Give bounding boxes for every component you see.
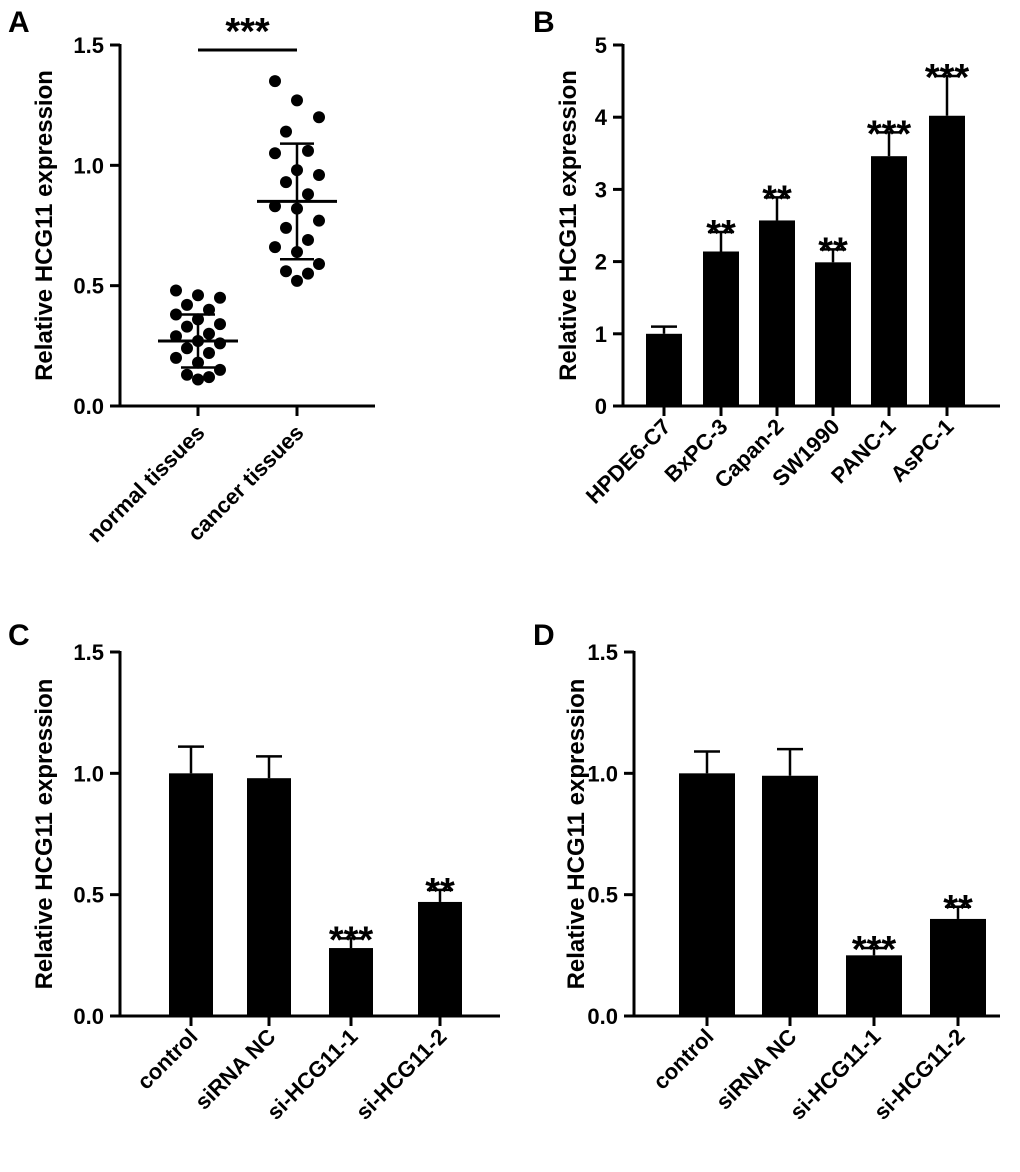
bar bbox=[679, 773, 735, 1016]
data-point bbox=[302, 233, 314, 246]
data-point bbox=[214, 363, 226, 376]
x-tick-label: control bbox=[132, 1024, 202, 1094]
significance-marker: *** bbox=[852, 929, 897, 971]
y-tick-label: 2 bbox=[595, 250, 607, 275]
x-tick-label: siRNA NC bbox=[711, 1024, 802, 1115]
panel-D: D 0.0 0.5 1.0 1.5 Relative HCG11 expression co… bbox=[533, 619, 1000, 1125]
data-point bbox=[302, 144, 314, 157]
data-point bbox=[214, 337, 226, 350]
panel-C: C 0.0 0.5 1.0 1.5 Relative HCG11 expression co… bbox=[8, 619, 500, 1125]
bar bbox=[815, 262, 851, 406]
data-point bbox=[280, 125, 292, 138]
y-tick-label: 1.0 bbox=[587, 761, 618, 786]
y-tick-label: 1.5 bbox=[587, 640, 618, 665]
data-point bbox=[203, 371, 215, 384]
y-axis-title: Relative HCG11 expression bbox=[555, 70, 582, 381]
data-point bbox=[269, 200, 281, 213]
significance-marker: ** bbox=[943, 888, 973, 930]
bar bbox=[247, 778, 291, 1016]
data-point bbox=[280, 265, 292, 278]
bar bbox=[929, 115, 965, 407]
y-tick-label: 3 bbox=[595, 177, 607, 202]
data-point bbox=[313, 258, 325, 271]
panel-letter: C bbox=[8, 619, 30, 652]
data-point bbox=[302, 188, 314, 201]
bar bbox=[329, 948, 373, 1016]
data-point bbox=[214, 318, 226, 331]
x-tick-label: AsPC-1 bbox=[886, 414, 959, 487]
data-point bbox=[170, 284, 182, 297]
panel-letter: D bbox=[533, 619, 555, 652]
data-point bbox=[170, 308, 182, 321]
data-point bbox=[192, 289, 204, 302]
y-axis-title: Relative HCG11 expression bbox=[31, 679, 58, 990]
y-tick-label: 4 bbox=[595, 105, 608, 130]
data-point bbox=[181, 320, 193, 333]
y-tick-label: 0.5 bbox=[73, 883, 104, 908]
y-tick-label: 0.0 bbox=[587, 1004, 618, 1029]
data-point bbox=[203, 347, 215, 360]
significance-marker: *** bbox=[329, 919, 374, 961]
x-tick-label: control bbox=[648, 1024, 718, 1094]
bar bbox=[169, 773, 213, 1016]
data-point bbox=[203, 327, 215, 340]
data-point bbox=[313, 111, 325, 124]
data-point bbox=[269, 147, 281, 160]
data-point bbox=[302, 267, 314, 280]
significance-marker: ** bbox=[762, 178, 792, 220]
bar bbox=[646, 333, 682, 406]
y-tick-label: 1.0 bbox=[73, 153, 104, 178]
bar bbox=[418, 901, 462, 1016]
bar bbox=[871, 156, 907, 406]
data-point bbox=[280, 176, 292, 189]
data-point bbox=[192, 373, 204, 386]
bar bbox=[703, 251, 739, 406]
data-point bbox=[214, 291, 226, 304]
data-point bbox=[203, 303, 215, 316]
significance-marker: *** bbox=[925, 57, 970, 99]
y-tick-label: 5 bbox=[595, 33, 607, 58]
data-point bbox=[291, 274, 303, 287]
significance-marker: ** bbox=[706, 213, 736, 255]
y-axis-title: Relative HCG11 expression bbox=[31, 70, 58, 381]
significance-marker: ** bbox=[425, 871, 455, 913]
x-tick-label: HPDE6-C7 bbox=[581, 414, 676, 509]
y-tick-label: 0 bbox=[595, 394, 607, 419]
data-point bbox=[181, 368, 193, 381]
y-axis-title: Relative HCG11 expression bbox=[563, 679, 590, 990]
bar bbox=[762, 775, 818, 1016]
y-tick-label: 1.0 bbox=[73, 761, 104, 786]
data-point bbox=[269, 75, 281, 88]
significance-marker: *** bbox=[867, 113, 912, 155]
panel-letter: B bbox=[533, 6, 555, 39]
significance-marker: ** bbox=[818, 230, 848, 272]
x-tick-label: si-HCG11-2 bbox=[869, 1024, 970, 1125]
y-tick-label: 0.5 bbox=[73, 274, 104, 299]
data-point bbox=[181, 342, 193, 355]
data-point bbox=[280, 221, 292, 234]
data-point bbox=[313, 214, 325, 227]
data-point bbox=[291, 94, 303, 107]
y-tick-label: 1.5 bbox=[73, 33, 104, 58]
y-tick-label: 0.0 bbox=[73, 394, 104, 419]
data-point bbox=[181, 298, 193, 311]
bar bbox=[759, 220, 795, 406]
bar bbox=[846, 955, 902, 1016]
panel-B: B 0 1 2 3 4 5 Relative HCG11 expression HPDE6-C7… bbox=[533, 6, 1000, 508]
data-point bbox=[170, 351, 182, 364]
x-tick-label: si-HCG11-2 bbox=[351, 1024, 452, 1125]
y-tick-label: 0.5 bbox=[587, 883, 618, 908]
bar bbox=[930, 918, 986, 1016]
y-tick-label: 1.5 bbox=[73, 640, 104, 665]
y-tick-label: 1 bbox=[595, 322, 607, 347]
significance-marker: *** bbox=[225, 11, 270, 53]
y-tick-label: 0.0 bbox=[73, 1004, 104, 1029]
data-point bbox=[269, 241, 281, 254]
data-point bbox=[170, 330, 182, 343]
data-point bbox=[313, 168, 325, 181]
panel-letter: A bbox=[8, 6, 30, 39]
